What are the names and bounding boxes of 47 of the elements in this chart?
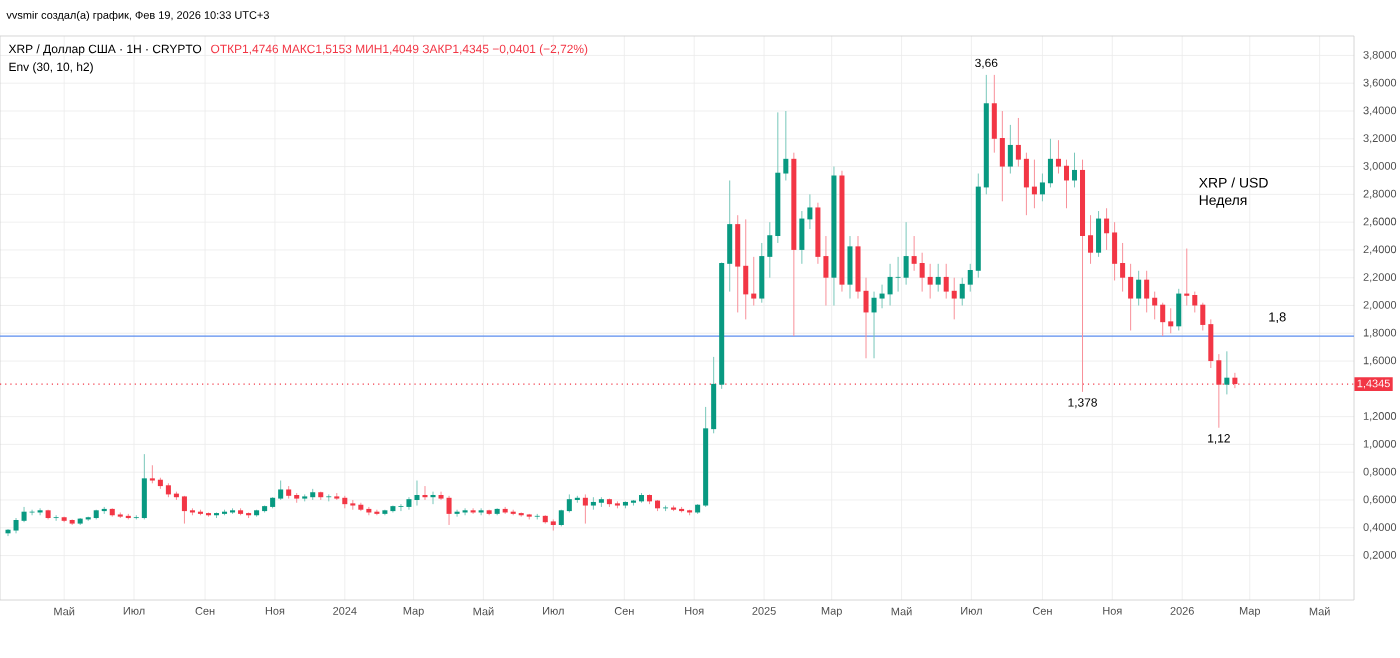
candlestick <box>887 263 893 306</box>
candlestick <box>1184 248 1190 306</box>
candlestick <box>943 263 949 300</box>
candlestick <box>871 291 877 359</box>
candlestick <box>951 277 957 320</box>
candlestick <box>799 210 805 265</box>
candlestick <box>181 495 187 525</box>
candlestick <box>1047 138 1053 188</box>
candlestick <box>743 218 749 320</box>
candlestick <box>759 242 765 304</box>
candlestick <box>1128 263 1134 331</box>
candlestick <box>751 256 757 306</box>
candlestick <box>895 256 901 293</box>
candlestick <box>927 263 933 300</box>
candlestick <box>1136 270 1142 306</box>
candlestick <box>911 235 917 272</box>
candlestick <box>1176 288 1182 331</box>
candlestick <box>1096 210 1102 258</box>
candlestick <box>1160 302 1166 337</box>
candlestick <box>414 480 420 507</box>
candlestick <box>807 193 813 230</box>
candlestick <box>903 221 909 286</box>
candlestick <box>1055 139 1061 175</box>
candlestick <box>141 453 147 520</box>
candlestick <box>1031 159 1037 209</box>
candlestick <box>422 485 428 501</box>
candlestick <box>1112 221 1118 281</box>
candlestick <box>847 235 853 300</box>
candlestick <box>1063 159 1070 209</box>
candlestick <box>1168 307 1174 334</box>
candlestick <box>919 252 925 293</box>
candlestick <box>149 464 155 484</box>
candlestick <box>879 284 885 309</box>
candlestick <box>1071 152 1078 188</box>
candlestick <box>278 480 284 501</box>
candlestick <box>1023 152 1029 216</box>
candlestick <box>959 277 965 306</box>
candlestick <box>999 110 1005 202</box>
candlestick <box>1144 270 1150 313</box>
candlestick <box>430 491 436 505</box>
candlestick <box>935 263 941 293</box>
candlestick <box>1192 291 1198 313</box>
candlestick <box>1007 124 1013 175</box>
candlestick <box>735 214 741 313</box>
candlestick <box>582 493 588 525</box>
candlestick <box>446 495 452 526</box>
candlestick <box>1224 350 1230 395</box>
